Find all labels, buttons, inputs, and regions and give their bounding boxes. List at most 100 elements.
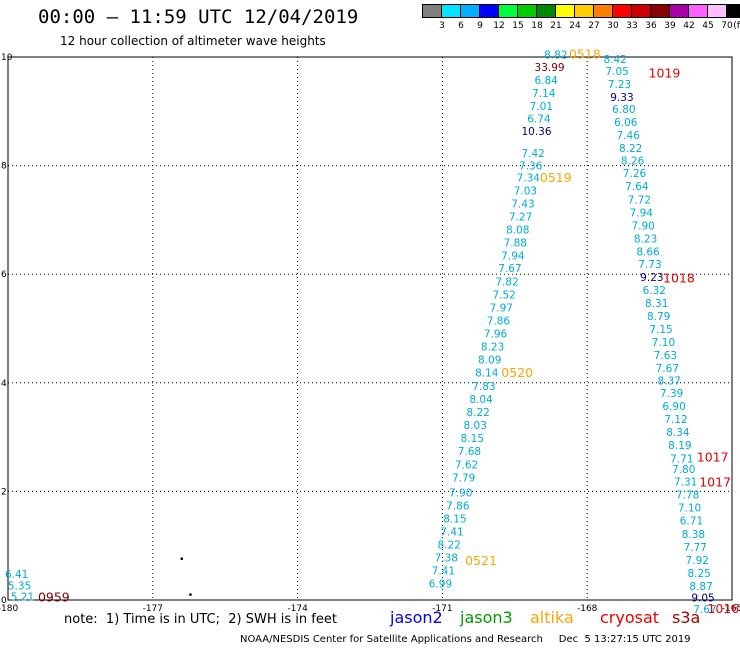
wave-height-label: 7.15 bbox=[649, 324, 672, 336]
wave-height-label: 6.32 bbox=[643, 285, 666, 297]
wave-height-label: 8.37 bbox=[658, 376, 681, 388]
wave-height-label: 8.19 bbox=[668, 440, 691, 452]
wave-height-label: 7.94 bbox=[630, 207, 654, 219]
wave-height-label: 8.26 bbox=[621, 156, 645, 168]
pass-time-label: 1018 bbox=[663, 271, 695, 286]
x-tick-label: -177 bbox=[143, 604, 163, 614]
wave-height-label: 8.82 bbox=[544, 49, 567, 61]
wave-height-label: 9.33 bbox=[610, 92, 633, 104]
wave-height-label: 8.15 bbox=[461, 433, 484, 445]
y-tick-label: 2 bbox=[1, 487, 7, 497]
x-tick-label: -174 bbox=[287, 604, 308, 614]
pass-time-label: 1019 bbox=[649, 65, 681, 80]
wave-height-label: 7.79 bbox=[452, 472, 475, 484]
wave-height-label: 7.88 bbox=[504, 238, 527, 250]
observation-dot bbox=[180, 557, 184, 561]
wave-height-label: 7.31 bbox=[674, 477, 697, 489]
wave-height-label: 10.36 bbox=[521, 126, 551, 138]
wave-height-label: 8.04 bbox=[469, 394, 493, 406]
footer-credit: NOAA/NESDIS Center for Satellite Applica… bbox=[240, 634, 691, 645]
wave-height-label: 8.14 bbox=[475, 367, 499, 379]
legend-label: 3 bbox=[439, 21, 445, 31]
y-tick-label: 0 bbox=[1, 596, 7, 606]
y-tick-label: 4 bbox=[1, 379, 7, 389]
wave-height-label: 33.99 bbox=[535, 62, 565, 74]
wave-height-label: 8.87 bbox=[689, 581, 712, 593]
wave-height-label: 8.09 bbox=[478, 354, 501, 366]
pass-time-label: 0520 bbox=[501, 365, 533, 380]
legend-label: 12 bbox=[493, 21, 505, 31]
wave-height-label: 5.35 bbox=[8, 580, 31, 592]
wave-height-label: 7.10 bbox=[652, 337, 675, 349]
y-tick-label: 6 bbox=[1, 270, 7, 280]
pass-time-label: 0519 bbox=[540, 170, 572, 185]
legend-label: 6 bbox=[458, 21, 464, 31]
y-tick-label: 10 bbox=[1, 53, 13, 63]
legend-swatch bbox=[726, 4, 740, 18]
wave-height-label: 7.05 bbox=[605, 66, 628, 78]
wave-height-label: 9.05 bbox=[691, 592, 714, 604]
wave-height-label: 7.97 bbox=[490, 302, 513, 314]
wave-height-label: 7.72 bbox=[628, 194, 651, 206]
wave-height-label: 7.67 bbox=[693, 604, 716, 616]
wave-height-label: 7.62 bbox=[455, 459, 478, 471]
legend-label: 45 bbox=[702, 21, 714, 31]
map-frame bbox=[7, 56, 733, 601]
legend-label: 24 bbox=[569, 21, 581, 31]
wave-height-label: 7.41 bbox=[440, 527, 463, 539]
wave-height-label: 6.41 bbox=[5, 569, 28, 581]
wave-height-label: 7.42 bbox=[521, 148, 544, 160]
wave-height-label: 9.23 bbox=[640, 272, 663, 284]
pass-time-label: 0518 bbox=[569, 46, 601, 61]
wave-height-label: 6.84 bbox=[534, 75, 558, 87]
wave-height-label: 7.67 bbox=[498, 263, 521, 275]
legend-label: 9 bbox=[477, 21, 483, 31]
satellite-name-s3a: s3a bbox=[672, 608, 701, 627]
wave-height-label: 7.10 bbox=[678, 503, 701, 515]
wave-height-label: 7.38 bbox=[435, 553, 458, 565]
wave-height-label: 7.52 bbox=[492, 289, 515, 301]
x-tick-label: -165 bbox=[722, 604, 740, 614]
x-tick-label: -171 bbox=[432, 604, 452, 614]
wave-height-label: 8.22 bbox=[466, 407, 489, 419]
pass-time-label: 0959 bbox=[38, 589, 70, 604]
wave-height-label: 7.78 bbox=[676, 490, 699, 502]
wave-height-label: 6.74 bbox=[527, 113, 551, 125]
wave-height-label: 7.92 bbox=[686, 555, 709, 567]
wave-height-label: 8.22 bbox=[437, 540, 460, 552]
wave-height-label: 7.12 bbox=[664, 414, 687, 426]
wave-height-label: 7.34 bbox=[517, 173, 541, 185]
x-tick-label: -168 bbox=[577, 604, 598, 614]
wave-height-label: 7.01 bbox=[530, 101, 553, 113]
wave-height-label: 7.23 bbox=[608, 79, 631, 91]
wave-height-label: 7.67 bbox=[656, 363, 679, 375]
wave-height-label: 8.23 bbox=[481, 341, 504, 353]
wave-height-label: 7.80 bbox=[672, 464, 695, 476]
pass-time-label: 1016 bbox=[707, 601, 739, 616]
wave-height-label: 8.42 bbox=[603, 54, 626, 66]
wave-height-label: 7.73 bbox=[638, 259, 661, 271]
wave-height-label: 7.26 bbox=[623, 168, 647, 180]
legend-label: 39 bbox=[664, 21, 676, 31]
wave-height-label: 7.14 bbox=[532, 88, 556, 100]
wave-height-label: 7.94 bbox=[501, 251, 525, 263]
legend-label: 18 bbox=[531, 21, 543, 31]
wave-height-label: 7.90 bbox=[449, 487, 472, 499]
legend-label: 70 bbox=[721, 21, 733, 31]
observation-dot bbox=[189, 593, 192, 596]
satellite-name-jason2: jason2 bbox=[390, 608, 443, 627]
satellite-name-jason3: jason3 bbox=[460, 608, 513, 627]
wave-height-label: 7.03 bbox=[514, 186, 537, 198]
wave-height-label: 7.82 bbox=[495, 276, 518, 288]
wave-height-label: 7.86 bbox=[487, 315, 511, 327]
wave-height-label: 8.03 bbox=[464, 420, 487, 432]
legend-label: 21 bbox=[550, 21, 562, 31]
wave-height-label: 6.90 bbox=[662, 401, 685, 413]
wave-height-label: 6.06 bbox=[614, 117, 638, 129]
y-tick-label: 8 bbox=[1, 162, 7, 172]
wave-height-label: 7.68 bbox=[458, 446, 481, 458]
legend-label: 15 bbox=[512, 21, 524, 31]
wave-height-label: 7.90 bbox=[631, 220, 654, 232]
wave-height-label: 7.43 bbox=[511, 199, 534, 211]
wave-height-label: 6.80 bbox=[612, 104, 635, 116]
